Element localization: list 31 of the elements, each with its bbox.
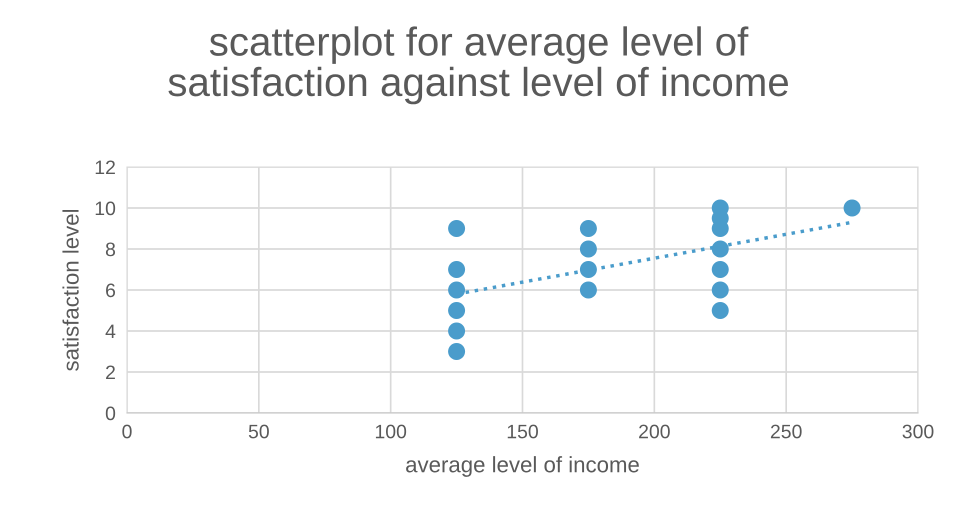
x-tick-label: 150 <box>508 424 538 438</box>
y-tick-label: 10 <box>96 201 116 216</box>
y-tick-label: 6 <box>106 283 116 298</box>
y-tick-label: 12 <box>96 160 115 174</box>
x-tick-label: 50 <box>248 424 269 438</box>
y-tick-label: 8 <box>106 242 116 256</box>
x-tick-label: 300 <box>902 424 934 438</box>
y-tick-label: 0 <box>106 406 116 420</box>
point <box>448 281 466 299</box>
y-axis-title: satisfaction level <box>62 210 79 371</box>
x-axis-title: average level of income <box>406 456 639 477</box>
x-tick-label: 0 <box>122 424 132 438</box>
point <box>712 281 729 299</box>
point <box>712 302 729 320</box>
point <box>448 260 466 278</box>
x-tick-label: 100 <box>376 424 406 438</box>
x-tick-label: 250 <box>770 424 802 438</box>
point <box>448 302 466 320</box>
point <box>448 322 466 340</box>
point <box>844 199 861 217</box>
point <box>580 240 597 258</box>
x-tick-label: 200 <box>639 424 670 438</box>
point <box>712 260 729 278</box>
y-tick-label: 4 <box>106 324 116 338</box>
point <box>448 342 466 360</box>
y-tick-label: 2 <box>106 365 115 380</box>
point <box>580 220 597 238</box>
point <box>580 281 597 299</box>
chart-title: scatterplot for average level of satisfaction against level of income <box>168 26 788 104</box>
point <box>448 220 466 238</box>
point <box>712 240 729 258</box>
